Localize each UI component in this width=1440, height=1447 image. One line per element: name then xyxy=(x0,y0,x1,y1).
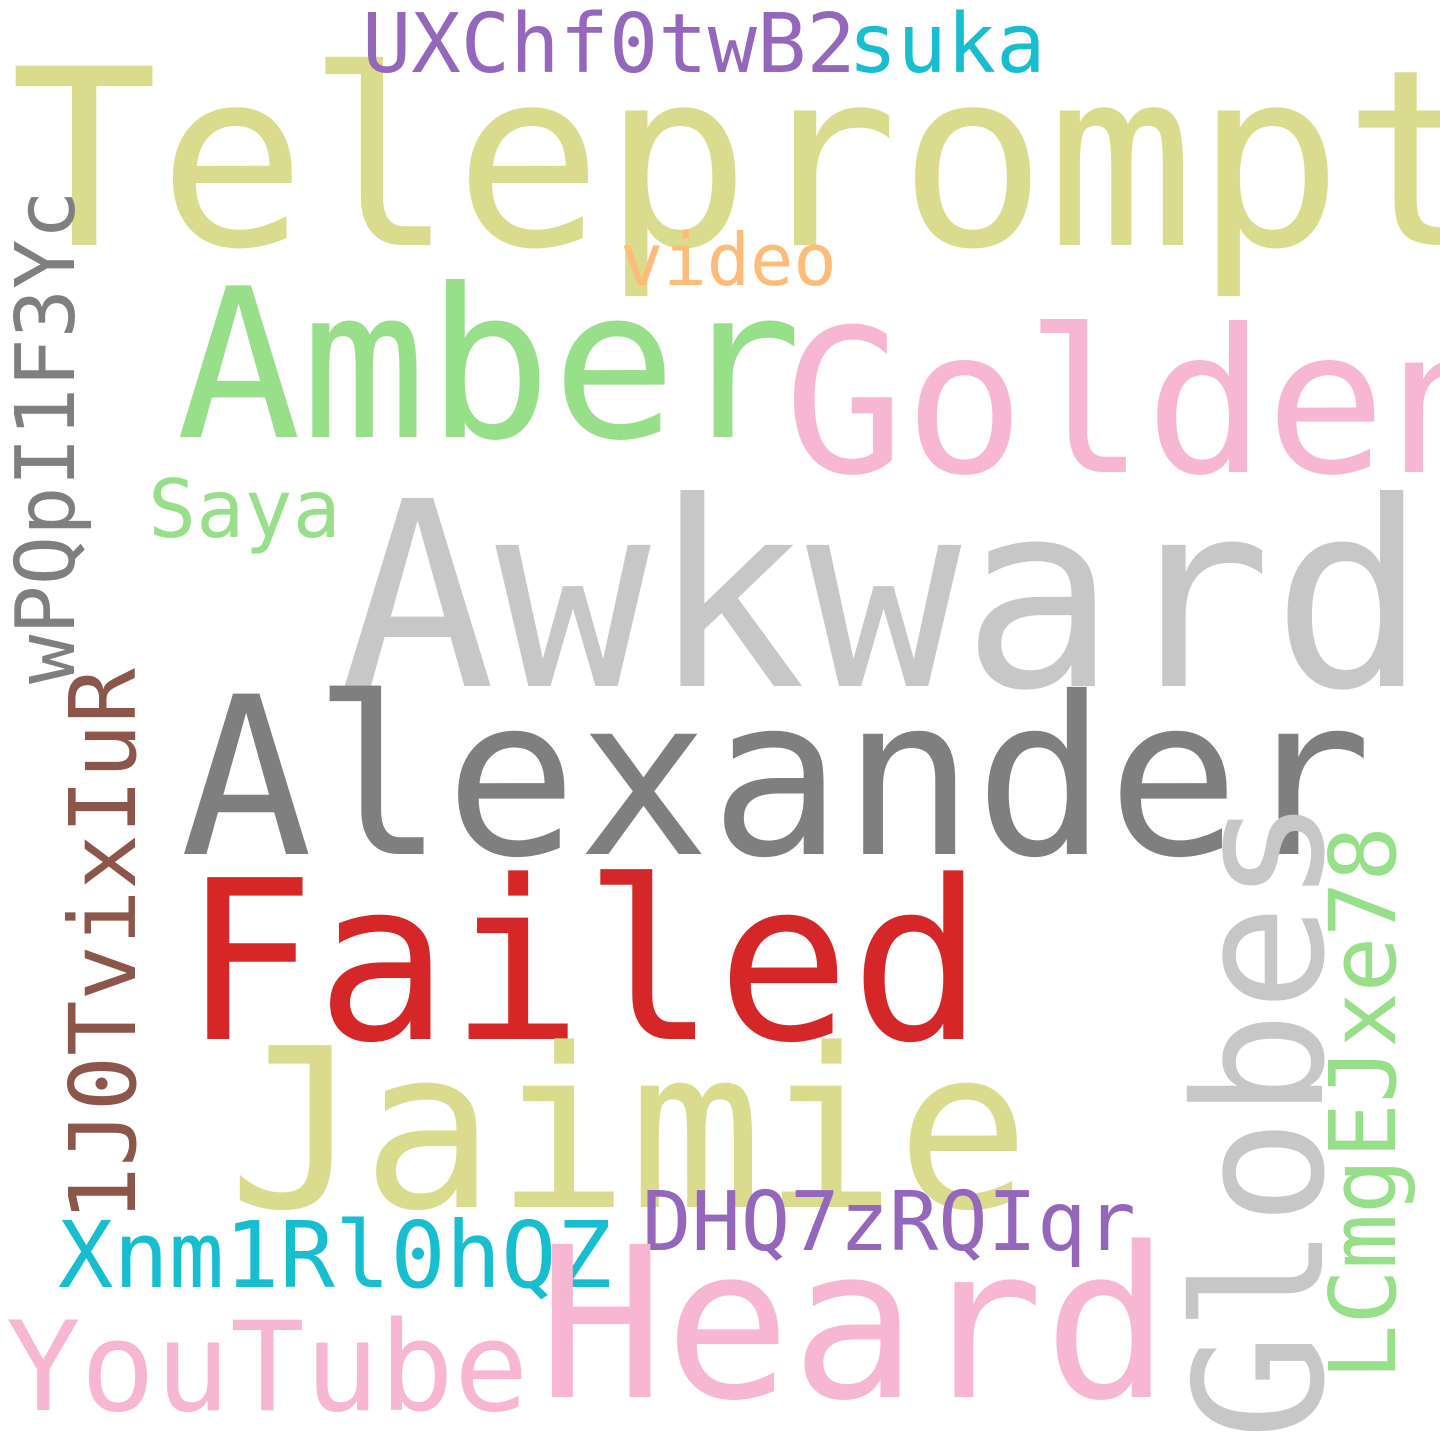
word-1j0tvixiur: 1J0TvixIuR xyxy=(50,668,157,1222)
word-xnm1rl0hqz: Xnm1Rl0hQZ xyxy=(58,1202,612,1309)
word-teleprompter: Teleprompter xyxy=(10,18,1440,304)
word-youtube: YouTube xyxy=(6,1296,529,1440)
word-golden: Golden xyxy=(784,287,1440,520)
word-video: video xyxy=(620,218,837,302)
word-dhq7zrqiqr: DHQ7zRQIqr xyxy=(642,1175,1136,1270)
word-amber: Amber xyxy=(176,245,803,487)
word-failed: Failed xyxy=(182,834,984,1092)
word-saya: Saya xyxy=(148,463,341,556)
word-jaimie: Jaimie xyxy=(228,1002,1030,1260)
word-lcmgejxe78: LCmgEJxe78 xyxy=(1310,826,1417,1380)
word-awkward: Awkward xyxy=(340,447,1428,747)
word-alexander: Alexander xyxy=(180,650,1373,906)
word-uxchf0twb2: UXChf0twB2 xyxy=(362,0,856,92)
word-heard: Heard xyxy=(538,1202,1171,1447)
word-wpqpi1f3yc: wPQpI1F3Yc xyxy=(0,190,94,684)
word-suka: suka xyxy=(848,0,1046,92)
